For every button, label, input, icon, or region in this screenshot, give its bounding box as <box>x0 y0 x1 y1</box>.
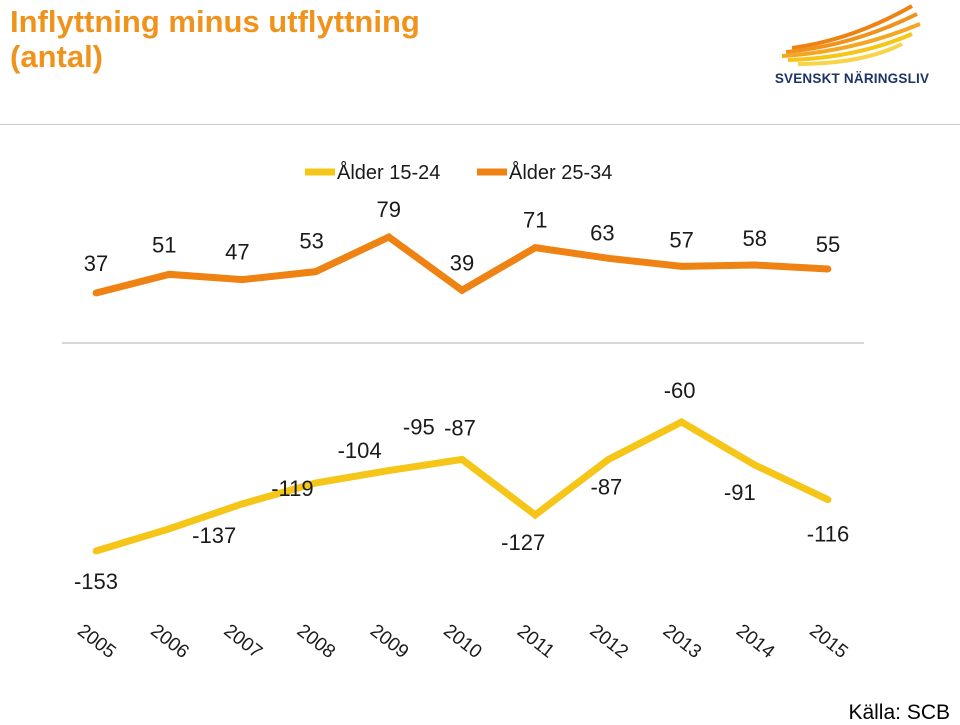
data-point-age-15-24 <box>605 456 612 463</box>
data-label-age-15-24: -153 <box>74 569 118 594</box>
data-label-age-15-24: -127 <box>501 530 545 555</box>
x-tick-label: 2008 <box>293 620 339 663</box>
title-line-2: (antal) <box>10 39 103 74</box>
x-tick-label: 2011 <box>513 621 558 663</box>
x-tick-label: 2015 <box>805 620 851 663</box>
data-label-age-15-24: -87 <box>444 415 476 440</box>
data-point-age-15-24 <box>751 461 759 469</box>
data-point-age-25-34 <box>605 254 612 262</box>
chart-title: Inflyttning minus utflyttning (antal) <box>10 4 420 74</box>
data-point-age-15-24 <box>239 500 246 508</box>
data-label-age-25-34: 63 <box>590 220 614 245</box>
data-label-age-15-24: -87 <box>591 474 623 499</box>
svenskt-naringsliv-logo: SVENSKT NÄRINGSLIV <box>762 4 942 86</box>
data-label-age-25-34: 53 <box>299 229 323 254</box>
data-point-age-15-24 <box>824 496 832 504</box>
data-label-age-25-34: 51 <box>152 232 176 257</box>
data-label-age-25-34: 55 <box>816 232 840 257</box>
data-point-age-15-24 <box>92 547 100 555</box>
source-note: Källa: SCB <box>848 701 950 724</box>
data-point-age-25-34 <box>751 261 759 269</box>
data-point-age-25-34 <box>824 265 832 273</box>
data-point-age-25-34 <box>678 262 685 270</box>
data-label-age-15-24: -104 <box>338 438 382 463</box>
data-point-age-25-34 <box>531 244 539 252</box>
logo-text: SVENSKT NÄRINGSLIV <box>774 71 930 86</box>
data-point-age-15-24 <box>312 479 319 487</box>
data-point-age-15-24 <box>458 456 466 463</box>
data-label-age-25-34: 39 <box>450 250 474 275</box>
data-point-age-25-34 <box>458 286 466 294</box>
data-label-age-15-24: -60 <box>664 378 696 403</box>
data-label-age-25-34: 47 <box>225 240 249 265</box>
data-point-age-15-24 <box>531 511 539 519</box>
data-point-age-15-24 <box>385 467 393 474</box>
data-point-age-25-34 <box>312 268 319 276</box>
x-tick-label: 2013 <box>659 620 705 663</box>
x-tick-label: 2012 <box>586 620 632 663</box>
x-tick-label: 2007 <box>220 620 266 663</box>
data-point-age-15-24 <box>165 525 173 533</box>
x-tick-label: 2010 <box>439 620 485 663</box>
data-point-age-15-24 <box>678 418 685 426</box>
data-label-age-25-34: 79 <box>377 197 401 222</box>
data-label-age-15-24: -116 <box>807 522 849 547</box>
x-tick-label: 2006 <box>146 620 192 663</box>
data-label-age-15-24: -91 <box>724 480 756 505</box>
x-tick-label: 2014 <box>732 620 779 663</box>
header-divider <box>0 124 960 125</box>
data-point-age-25-34 <box>92 289 100 297</box>
data-label-age-15-24: -137 <box>192 523 236 548</box>
data-label-age-15-24: -119 <box>271 476 313 501</box>
x-tick-label: 2009 <box>366 620 412 663</box>
x-tick-label: 2005 <box>73 620 119 663</box>
legend-label-age-25-34: Ålder 25-34 <box>509 161 612 184</box>
title-line-1: Inflyttning minus utflyttning <box>10 4 420 39</box>
feather-rays-logo-icon <box>781 4 921 66</box>
legend-label-age-15-24: Ålder 15-24 <box>337 161 440 184</box>
data-label-age-25-34: 57 <box>669 227 693 252</box>
data-label-age-25-34: 71 <box>523 208 547 233</box>
data-point-age-25-34 <box>385 233 393 241</box>
data-label-age-15-24: -95 <box>403 415 435 440</box>
data-point-age-25-34 <box>165 270 173 278</box>
data-label-age-25-34: 58 <box>743 226 767 251</box>
data-label-age-25-34: 37 <box>84 251 108 276</box>
data-point-age-25-34 <box>239 276 246 284</box>
